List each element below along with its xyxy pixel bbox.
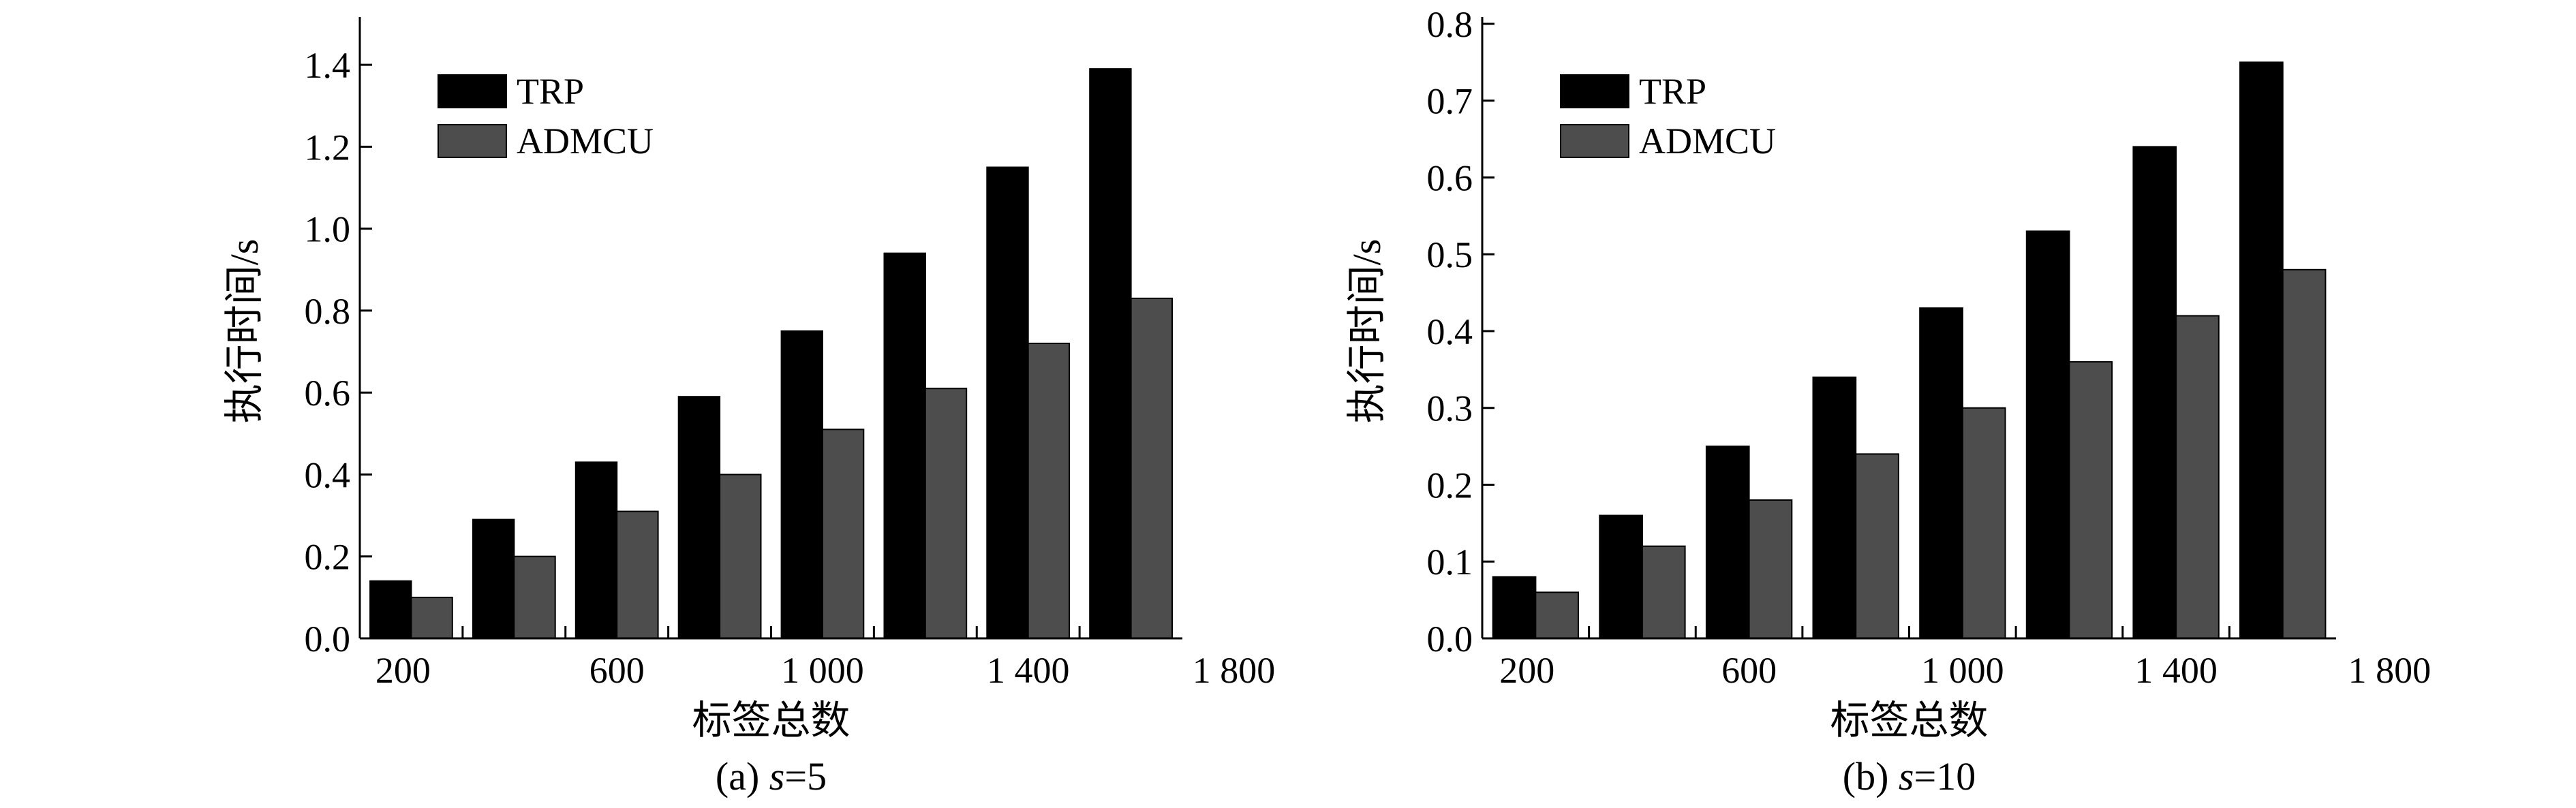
x-tick-label: 600	[1721, 650, 1777, 691]
y-tick-label: 0.3	[1427, 388, 1473, 429]
bar-trp-1400	[986, 166, 1029, 639]
bar-trp-400	[1599, 514, 1644, 639]
bar-trp-1000	[780, 330, 823, 639]
legend-label-admcu: ADMCU	[517, 121, 654, 161]
bar-trp-600	[574, 461, 618, 640]
x-tick-label: 1 400	[2134, 650, 2218, 691]
caption-prefix: (a)	[716, 754, 769, 798]
x-axis-title: 标签总数	[1830, 698, 1988, 743]
x-tick-label: 1 800	[2348, 650, 2432, 691]
legend-label-trp: TRP	[517, 71, 584, 112]
bar-admcu-400	[1641, 545, 1686, 640]
panel-caption: (b) s=10	[1843, 754, 1976, 798]
y-tick-label: 0.6	[1427, 157, 1473, 198]
y-tick-label: 1.0	[305, 209, 351, 250]
bar-trp-1200	[883, 252, 926, 639]
bar-admcu-600	[616, 510, 659, 639]
caption-prefix: (b)	[1843, 754, 1899, 798]
bar-trp-400	[472, 518, 515, 639]
caption-value: =10	[1914, 754, 1976, 798]
bar-admcu-200	[1535, 591, 1580, 640]
bar-admcu-400	[513, 555, 556, 640]
caption-value: =5	[784, 754, 827, 798]
chart-panel-b: 0.0 0.1 0.2 0.3 0.4 0.5 0.6 0.7 0.8 200 600 1 000 1 …	[1345, 4, 2431, 798]
bar-trp-800	[677, 396, 721, 639]
panel-caption: (a) s=5	[716, 754, 827, 798]
y-tick-label: 0.8	[1427, 4, 1473, 45]
y-tick-label: 0.6	[305, 373, 351, 414]
legend-swatch-trp	[1560, 74, 1629, 108]
y-tick-label: 0.4	[1427, 311, 1473, 352]
y-tick-label: 0.0	[1427, 619, 1473, 659]
y-tick-label: 0.2	[305, 537, 351, 578]
x-tick-label: 200	[375, 650, 431, 691]
y-tick-label: 0.2	[1427, 465, 1473, 506]
y-axis-title: 执行时间/s	[222, 239, 266, 424]
x-tick-label: 600	[589, 650, 645, 691]
x-tick-label: 1 000	[1921, 650, 2004, 691]
x-tick-label: 1 800	[1193, 650, 1276, 691]
bar-admcu-1400	[2175, 315, 2220, 639]
bar-trp-1600	[1089, 68, 1132, 640]
legend-swatch-admcu	[1560, 124, 1629, 158]
chart-panel-a: 0.0 0.2 0.4 0.6 0.8 1.0 1.2 1.4 200 600 1 000 1 400…	[222, 17, 1275, 798]
bar-admcu-1200	[2068, 361, 2113, 639]
y-tick-label: 1.4	[305, 45, 351, 86]
x-tick-label: 1 400	[987, 650, 1070, 691]
bar-admcu-1000	[821, 429, 865, 639]
bar-trp-200	[369, 580, 412, 639]
y-tick-label: 0.5	[1427, 234, 1473, 275]
y-tick-label: 0.1	[1427, 542, 1473, 582]
bar-trp-800	[1812, 376, 1857, 639]
x-tick-label: 1 000	[781, 650, 864, 691]
bar-admcu-1600	[1130, 297, 1173, 639]
bar-trp-600	[1705, 446, 1750, 639]
y-tick-label: 1.2	[305, 127, 351, 168]
y-tick-label: 0.0	[305, 619, 351, 659]
y-tick-label: 0.8	[305, 291, 351, 332]
bar-trp-1400	[2132, 146, 2177, 639]
bar-trp-1600	[2239, 61, 2284, 639]
bar-trp-1200	[2025, 230, 2070, 639]
bar-admcu-600	[1748, 499, 1793, 639]
caption-variable: s	[769, 754, 785, 798]
y-axis-title: 执行时间/s	[1345, 239, 1389, 424]
x-axis-title: 标签总数	[692, 698, 850, 743]
legend-label-admcu: ADMCU	[1639, 121, 1776, 161]
bar-admcu-1200	[924, 388, 968, 639]
legend-swatch-admcu	[438, 124, 507, 158]
y-tick-label: 0.7	[1427, 81, 1473, 122]
x-tick-label: 200	[1499, 650, 1554, 691]
bar-admcu-1000	[1961, 407, 2006, 640]
legend-swatch-trp	[438, 74, 507, 108]
bar-admcu-1600	[2282, 268, 2327, 639]
legend-label-trp: TRP	[1639, 71, 1706, 112]
caption-variable: s	[1899, 754, 1914, 798]
bar-admcu-800	[1855, 453, 1899, 640]
bar-admcu-800	[719, 473, 762, 639]
y-tick-label: 0.4	[305, 454, 351, 495]
bar-trp-200	[1492, 576, 1537, 639]
bar-admcu-1400	[1027, 343, 1071, 639]
bar-admcu-200	[410, 596, 453, 640]
bar-trp-1000	[1919, 307, 1963, 639]
